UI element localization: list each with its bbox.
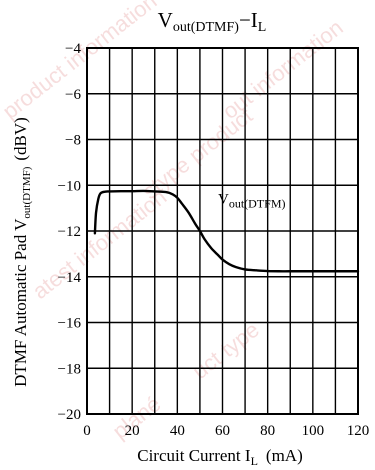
plot-frame	[86, 47, 359, 415]
x-tick-label: 80	[260, 423, 275, 439]
y-axis-label-main: DTMF Automatic Pad V	[11, 218, 30, 387]
y-tick-label: −14	[58, 270, 82, 286]
x-axis-label-subscript: L	[251, 454, 258, 468]
y-tick-label: −4	[65, 41, 81, 57]
watermark-text: uct type	[188, 317, 264, 384]
y-axis-label: DTMF Automatic Pad Vout(DTMF) (dBV)	[11, 117, 33, 387]
y-axis-label-subscript: out(DTMF)	[21, 166, 33, 218]
y-tick-label: −8	[65, 133, 81, 149]
y-tick-label: −20	[58, 407, 81, 423]
watermark-text: atest information	[28, 184, 172, 304]
x-axis-label-main: Circuit Current I	[137, 446, 251, 465]
y-tick-label: −16	[58, 316, 82, 332]
annotation-subscript: out(DTFM)	[229, 197, 286, 211]
y-tick-label: −12	[58, 224, 81, 240]
x-tick-label: 20	[125, 423, 140, 439]
y-tick-labels: −4 −6 −8 −10 −12 −14 −16 −18 −20	[58, 41, 82, 423]
x-axis-label: Circuit Current IL (mA)	[137, 446, 302, 468]
chart-grid	[87, 48, 358, 414]
series-line-vout	[93, 189, 360, 273]
y-tick-label: −10	[58, 178, 81, 194]
title-tail: −I	[239, 8, 258, 32]
x-tick-label: 100	[302, 423, 325, 439]
series-annotation: Vout(DTFM)	[218, 192, 286, 211]
y-axis-label-tail: (dBV)	[11, 117, 30, 160]
x-tick-label: 120	[347, 423, 370, 439]
x-tick-label: 0	[83, 423, 91, 439]
watermark-text: product information	[0, 0, 161, 124]
x-tick-label: 40	[170, 423, 185, 439]
title-subscript: out(DTMF)	[173, 20, 239, 35]
title-main: V	[158, 8, 173, 32]
annotation-main: V	[218, 192, 229, 208]
y-tick-label: −18	[58, 361, 81, 377]
y-tick-label: −6	[65, 87, 81, 103]
x-tick-labels: 0 20 40 60 80 100 120	[83, 423, 369, 439]
x-tick-label: 60	[215, 423, 230, 439]
x-axis-label-tail: (mA)	[266, 446, 303, 465]
chart-title: Vout(DTMF)−IL	[158, 8, 267, 35]
title-tail-subscript: L	[258, 20, 267, 35]
